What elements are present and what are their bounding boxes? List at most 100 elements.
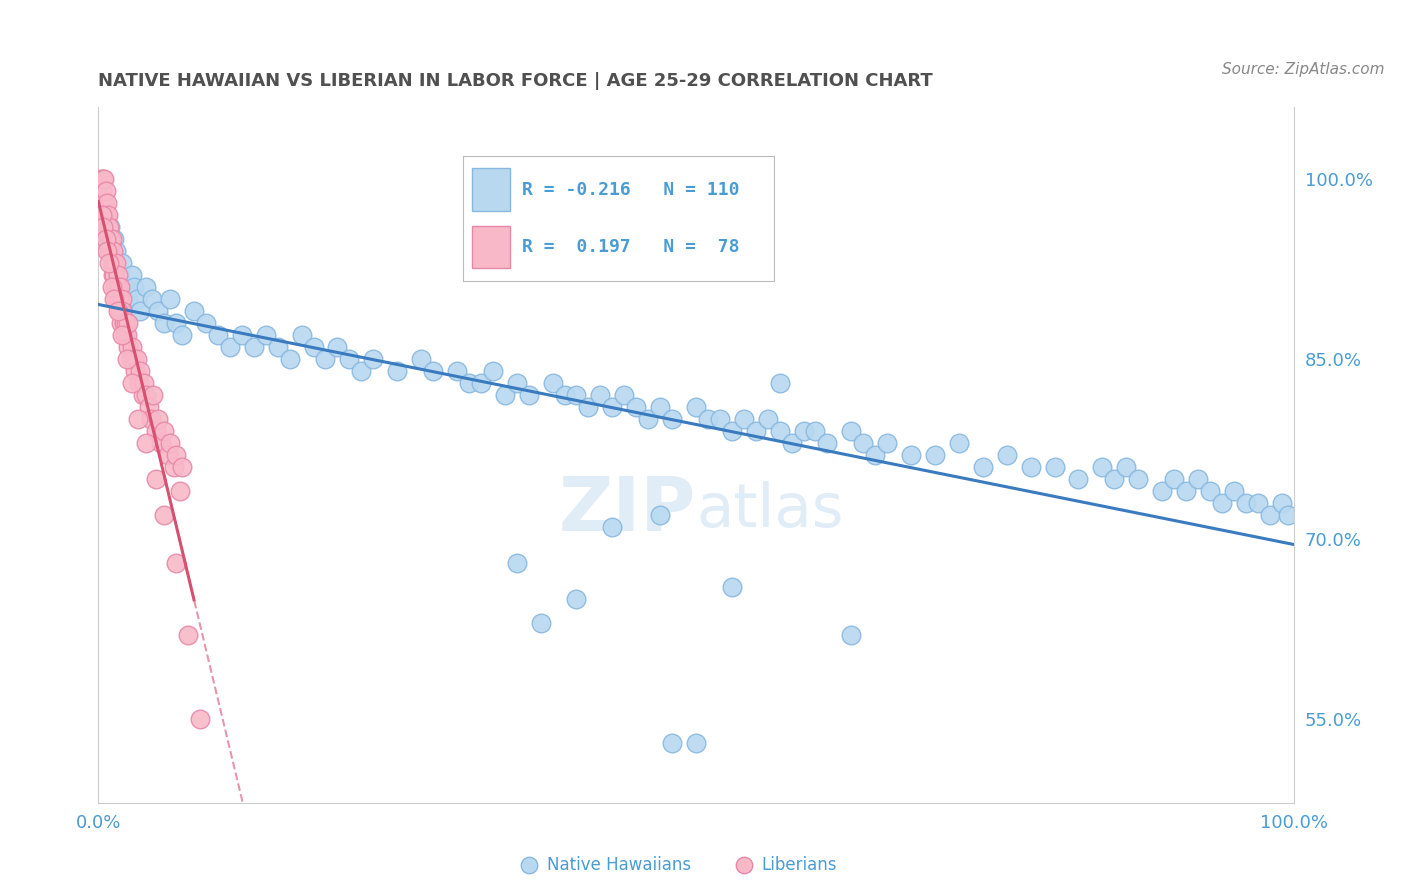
Point [115,351,138,366]
Point [145,424,167,438]
Point [315,351,337,366]
Point [135,280,157,294]
Point [302,340,325,354]
Point [148,412,170,426]
Point [661,412,683,426]
Point [124,364,146,378]
Point [105,292,128,306]
Point [101,244,124,258]
Point [98,256,121,270]
Point [195,316,218,330]
Point [135,436,157,450]
Point [98,219,122,234]
Point [165,448,187,462]
Point [697,412,720,426]
Point [1163,472,1185,486]
Point [363,351,385,366]
Point [93,172,115,186]
Text: Liberians: Liberians [762,856,837,874]
Point [117,292,139,306]
Point [91,184,114,198]
Point [1271,496,1294,510]
Point [506,556,529,570]
Point [96,219,118,234]
Point [768,424,790,438]
Point [207,328,229,343]
Point [1223,483,1246,498]
Point [90,172,112,186]
Point [1234,496,1257,510]
Point [589,388,612,402]
Point [107,292,129,306]
Point [243,340,266,354]
Point [1187,472,1209,486]
Point [876,436,898,450]
Point [565,388,588,402]
Point [145,472,167,486]
Point [97,208,120,222]
Point [120,351,142,366]
Point [494,388,516,402]
Point [107,304,129,318]
Point [350,364,373,378]
Point [103,292,125,306]
Point [111,304,134,318]
Point [159,436,181,450]
Point [626,400,648,414]
Point [648,400,672,414]
Text: atlas: atlas [696,481,844,540]
Point [446,364,468,378]
Point [105,244,128,258]
Point [142,388,165,402]
Point [177,628,200,642]
Point [267,340,290,354]
Point [1091,459,1114,474]
Point [254,328,277,343]
Point [565,591,588,606]
Text: ZIP: ZIP [558,474,696,547]
Point [103,256,125,270]
Point [98,232,121,246]
Point [100,256,122,270]
Point [98,232,122,246]
Point [291,328,314,343]
Point [110,316,132,330]
Point [745,424,768,438]
Point [153,508,176,522]
Point [756,412,779,426]
Point [815,436,838,450]
Point [900,448,922,462]
Point [339,351,361,366]
Point [114,328,136,343]
Point [637,412,659,426]
Text: Source: ZipAtlas.com: Source: ZipAtlas.com [1222,62,1385,78]
Point [108,304,131,318]
Point [100,280,122,294]
Point [458,376,481,390]
Point [128,376,150,390]
Point [554,388,576,402]
Point [1258,508,1281,522]
Point [105,256,128,270]
Point [98,244,121,258]
Point [153,424,176,438]
Point [948,436,970,450]
Point [124,280,146,294]
Point [780,436,803,450]
Point [96,196,118,211]
Point [852,436,875,450]
Point [995,448,1018,462]
Point [121,376,143,390]
Point [104,280,127,294]
Point [169,483,191,498]
Point [1152,483,1174,498]
Point [721,424,744,438]
Point [972,459,994,474]
Point [153,316,176,330]
Point [578,400,600,414]
Point [91,208,114,222]
Point [1104,472,1126,486]
Point [602,400,624,414]
Point [91,172,114,186]
Point [94,232,117,246]
